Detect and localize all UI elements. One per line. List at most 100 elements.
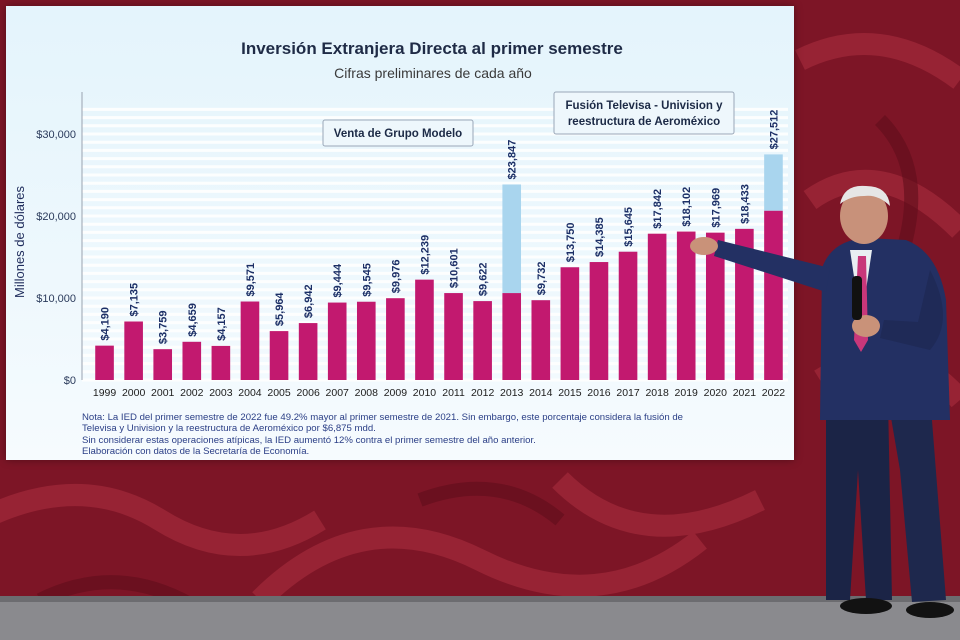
x-tick-label: 2015 (558, 387, 582, 399)
x-tick-label: 2004 (238, 387, 262, 399)
value-label-2009: $9,976 (390, 260, 402, 294)
note-line: Elaboración con datos de la Secretaría d… (82, 446, 310, 458)
bar-2004 (240, 301, 260, 380)
presenter-shoe (840, 598, 892, 614)
value-label-2008: $9,545 (361, 263, 373, 297)
value-labels: $4,190 $7,135 $3,759 $4,659 $4,157 $9,571 $5,9… (100, 110, 781, 345)
x-tick-label: 2020 (704, 387, 728, 399)
bar-2013 (502, 293, 522, 380)
note-line: Sin considerar estas operaciones atípica… (82, 434, 536, 446)
bar-2019 (676, 231, 696, 380)
bar-2012 (473, 301, 492, 380)
y-tick-label: $0 (64, 375, 76, 387)
presenter-hand (690, 237, 718, 255)
note-line: Televisa y Univision y la reestructura d… (82, 423, 376, 435)
y-tick-label: $10,000 (36, 293, 76, 305)
x-axis-ticks: 1999 2000 2001 2002 2003 2004 2005 2006 2007 2008… (93, 387, 785, 399)
bar-atypical-2022 (764, 154, 783, 211)
value-label-2017: $15,645 (623, 207, 635, 247)
annotations: Venta de Grupo Modelo Fusión Televisa - U… (322, 91, 735, 147)
bar-2018 (647, 233, 667, 380)
bar-1999 (95, 345, 114, 380)
y-tick-label: $30,000 (36, 129, 76, 141)
note-line: Nota: La IED del primer semestre de 2022… (82, 412, 683, 423)
value-label-2018: $17,842 (652, 189, 664, 229)
y-axis-ticks: $0 $10,000 $20,000 $30,000 (36, 129, 76, 387)
bar-2011 (444, 293, 463, 380)
x-tick-label: 2003 (209, 387, 233, 399)
value-label-2013: $23,847 (507, 140, 519, 180)
chart-subtitle: Cifras preliminares de cada año (334, 65, 532, 81)
x-tick-label: 1999 (93, 387, 117, 399)
x-tick-label: 2007 (326, 387, 350, 399)
annotation-text: Fusión Televisa - Univision y (566, 100, 724, 112)
x-tick-label: 2008 (355, 387, 379, 399)
value-label-1999: $4,190 (100, 307, 112, 341)
value-label-2022: $27,512 (768, 110, 780, 150)
bar-2010 (415, 279, 434, 380)
x-tick-label: 2014 (529, 387, 553, 399)
annotation-text: Venta de Grupo Modelo (334, 128, 462, 140)
presenter-shoe (906, 602, 954, 618)
x-tick-label: 2002 (180, 387, 204, 399)
bar-2007 (327, 302, 347, 380)
value-label-2011: $10,601 (449, 248, 461, 288)
bar-2020 (705, 232, 725, 380)
annotation-box (322, 119, 474, 147)
x-tick-label: 2010 (413, 387, 437, 399)
x-tick-label: 2000 (122, 387, 146, 399)
chart-title: Inversión Extranjera Directa al primer s… (241, 39, 623, 58)
x-tick-label: 2005 (267, 387, 291, 399)
bar-atypical-2013 (502, 184, 522, 294)
x-tick-label: 2001 (151, 387, 175, 399)
x-tick-label: 2022 (762, 387, 786, 399)
x-tick-label: 2018 (645, 387, 669, 399)
value-label-2020: $17,969 (710, 188, 722, 228)
x-tick-label: 2017 (616, 387, 640, 399)
annotation-2013: Venta de Grupo Modelo (322, 119, 474, 147)
value-label-2001: $3,759 (158, 311, 170, 345)
annotation-text: reestructura de Aeroméxico (568, 116, 720, 128)
presenter-head (840, 188, 888, 244)
bar-2015 (560, 267, 580, 380)
x-tick-label: 2021 (733, 387, 757, 399)
bar-chart: Inversión Extranjera Directa al primer s… (12, 39, 788, 399)
value-label-2004: $9,571 (245, 263, 257, 297)
value-label-2015: $13,750 (565, 222, 577, 262)
value-label-2016: $14,385 (594, 217, 606, 257)
value-label-2000: $7,135 (129, 283, 141, 317)
x-tick-label: 2019 (675, 387, 699, 399)
value-label-2014: $9,732 (536, 262, 548, 296)
bar-2009 (386, 298, 405, 380)
chart-notes: Nota: La IED del primer semestre de 2022… (82, 412, 782, 458)
presentation-screen: Inversión Extranjera Directa al primer s… (6, 6, 794, 460)
y-axis-label: Millones de dólares (12, 186, 27, 299)
bar-2001 (153, 349, 173, 380)
bar-2005 (269, 331, 289, 380)
value-label-2002: $4,659 (187, 303, 199, 337)
bar-2008 (356, 301, 376, 380)
bar-2000 (124, 321, 143, 380)
x-tick-label: 2012 (471, 387, 495, 399)
x-tick-label: 2016 (587, 387, 611, 399)
value-label-2012: $9,622 (478, 262, 490, 296)
bar-2014 (531, 300, 551, 380)
x-tick-label: 2011 (442, 387, 465, 399)
bar-2002 (182, 341, 202, 380)
bar-2016 (589, 262, 609, 380)
annotation-box (553, 91, 735, 135)
value-label-2021: $18,433 (739, 184, 751, 224)
bar-2003 (211, 345, 231, 380)
value-label-2006: $6,942 (303, 284, 315, 318)
x-tick-label: 2009 (384, 387, 408, 399)
value-label-2005: $5,964 (274, 292, 286, 327)
bar-2017 (618, 251, 638, 380)
bar-2006 (298, 323, 318, 380)
value-label-2010: $12,239 (419, 235, 431, 275)
x-tick-label: 2006 (296, 387, 320, 399)
value-label-2003: $4,157 (216, 307, 228, 341)
microphone-icon (852, 276, 862, 320)
value-label-2019: $18,102 (681, 187, 693, 227)
x-tick-label: 2013 (500, 387, 524, 399)
